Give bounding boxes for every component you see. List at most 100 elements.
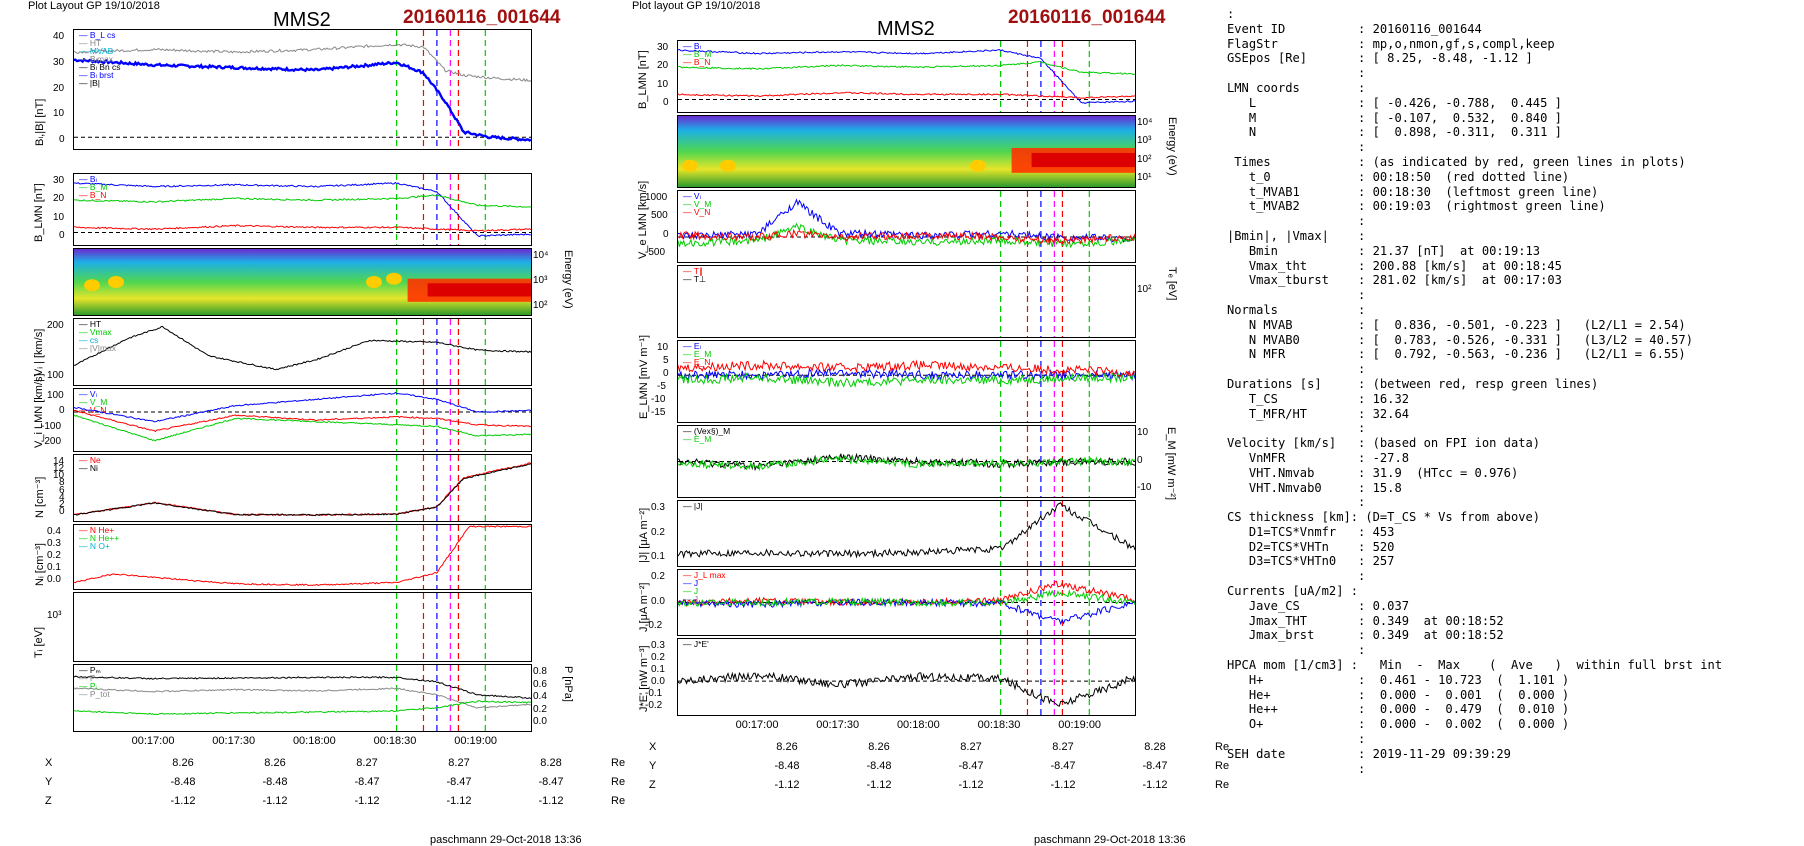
series-line — [74, 525, 531, 587]
coords-row: X 8.26 8.26 8.27 8.27 8.28 Re — [649, 737, 1229, 756]
y-tick-label: 30 — [53, 56, 65, 68]
y-tick-label: 0.0 — [47, 574, 61, 585]
panel-current-magnitude — [677, 500, 1136, 567]
coords-value: -1.12 — [170, 794, 196, 807]
x-tick-label: 00:19:00 — [1058, 719, 1102, 731]
y-tick-label: 10³ — [533, 275, 548, 286]
y-tick-label: 0.6 — [533, 678, 547, 690]
series-line — [74, 43, 531, 83]
y-tick-label: -5 — [657, 381, 666, 392]
coords-row: Y -8.48 -8.48 -8.47 -8.47 -8.47 Re — [45, 772, 625, 791]
series-line — [74, 414, 531, 442]
panel-electron-velocity — [677, 190, 1136, 263]
y-axis-label: E_LMN [mV m⁻¹] — [638, 334, 650, 419]
coords-value: 8.27 — [356, 756, 378, 769]
legend-entry: — E_N — [683, 357, 711, 367]
series-line — [678, 61, 1135, 76]
series-line — [74, 391, 531, 423]
coords-value: -1.12 — [446, 794, 472, 807]
y-tick-label: 0 — [59, 405, 65, 417]
legend-entry: — T⊥ — [683, 274, 707, 284]
legend-entry: — (Vex§)_M — [683, 426, 731, 436]
y-tick-label: 10 — [657, 342, 669, 353]
plot-area — [74, 319, 531, 385]
y-tick-label: 10 — [53, 211, 65, 223]
legend-entry: — B_M — [683, 49, 712, 59]
series-line — [74, 181, 531, 238]
y-tick-label: -0.2 — [645, 620, 663, 631]
panel-j-dot-e — [677, 638, 1136, 716]
panel-current-lmn — [677, 569, 1136, 636]
y-axis-label: Tₑ [eV] — [1166, 267, 1178, 301]
y-tick-label: 10 — [53, 108, 65, 120]
y-tick-label: 6 — [59, 484, 65, 496]
plot-title-left: MMS2 — [273, 9, 331, 31]
series-line — [74, 325, 531, 371]
coords-value: -8.47 — [958, 759, 984, 772]
coords-axis-label: Y — [649, 759, 657, 772]
y-tick-label: 0.1 — [651, 664, 665, 675]
y-tick-label: 0 — [663, 368, 669, 379]
y-tick-label: 0.3 — [651, 640, 665, 651]
legend-entry: — |B| — [79, 78, 100, 88]
legend-entry: — |J| — [683, 501, 703, 511]
panel-hpca-density — [73, 524, 532, 590]
legend-entry: — J*E' — [683, 639, 709, 649]
plot-area — [678, 341, 1135, 422]
series-line — [74, 700, 531, 716]
panel-b-magnitude — [73, 29, 532, 150]
plot-area — [678, 639, 1135, 715]
coords-unit: Re — [1215, 778, 1230, 791]
panel-pressure — [73, 664, 532, 732]
y-axis-label: Energy (eV) — [562, 250, 574, 309]
y-tick-label: 0.3 — [47, 538, 61, 549]
y-tick-label: -15 — [651, 407, 666, 418]
plot-area — [678, 191, 1135, 262]
legend-entry: — Bₗ Bn cs — [79, 62, 121, 72]
coords-value: 8.26 — [868, 740, 890, 753]
coords-row: Y -8.48 -8.48 -8.47 -8.47 -8.47 Re — [649, 756, 1229, 775]
y-tick-label: 10² — [533, 300, 548, 311]
coords-value: -1.12 — [354, 794, 380, 807]
legend-entry: — B_L cs — [79, 30, 116, 40]
y-tick-label: 0.0 — [651, 676, 665, 687]
plot-title-middle: MMS2 — [877, 18, 935, 40]
event-info-text: : Event ID : 20160116_001644 FlagStr : m… — [1227, 7, 1723, 776]
y-tick-label: 0.1 — [47, 562, 61, 573]
y-tick-label: 0.0 — [533, 716, 547, 727]
panel-ion-velocity-lmn — [73, 388, 532, 452]
panel-electron-spectrogram — [677, 115, 1136, 188]
y-tick-label: 0 — [59, 134, 65, 145]
plot-area — [395, 593, 486, 661]
spectrogram-image — [74, 249, 531, 315]
legend-entry: — J_L max — [683, 570, 726, 580]
y-tick-label: -0.2 — [645, 700, 663, 711]
coords-value: -1.12 — [958, 778, 984, 791]
series-line — [74, 463, 531, 517]
y-tick-label: 500 — [651, 210, 668, 222]
legend-entry: — Vₗ — [683, 191, 701, 201]
coords-value: -8.47 — [354, 775, 380, 788]
y-tick-label: 0.3 — [651, 502, 665, 513]
legend-entry: — N O+ — [79, 541, 110, 551]
footer-credit-left: paschmann 29-Oct-2018 13:36 — [430, 834, 582, 846]
y-tick-label: 10¹ — [1137, 172, 1152, 183]
y-tick-label: 100 — [47, 370, 64, 381]
y-tick-label: 0.1 — [651, 551, 665, 562]
legend-entry: — J — [683, 594, 699, 604]
y-axis-label: Energy (eV) — [1166, 117, 1178, 176]
x-tick-label: 00:18:00 — [292, 735, 336, 747]
coords-unit: Re — [1215, 759, 1230, 772]
coords-row: X 8.26 8.26 8.27 8.27 8.28 Re — [45, 753, 625, 772]
y-axis-label: Nᵢ [cm⁻³] — [34, 543, 46, 586]
coords-value: -8.48 — [774, 759, 800, 772]
coords-axis-label: Z — [45, 794, 52, 807]
y-tick-label: -500 — [645, 247, 666, 258]
legend-entry: — HT — [79, 38, 102, 48]
event-id-left: 20160116_001644 — [403, 7, 561, 28]
coords-value: 8.26 — [776, 740, 798, 753]
series-line — [74, 462, 531, 517]
legend-entry: — Ni — [79, 463, 98, 473]
legend-entry: — Pₘ — [79, 665, 101, 675]
legend-entry: — Bₗ brst — [79, 70, 114, 80]
